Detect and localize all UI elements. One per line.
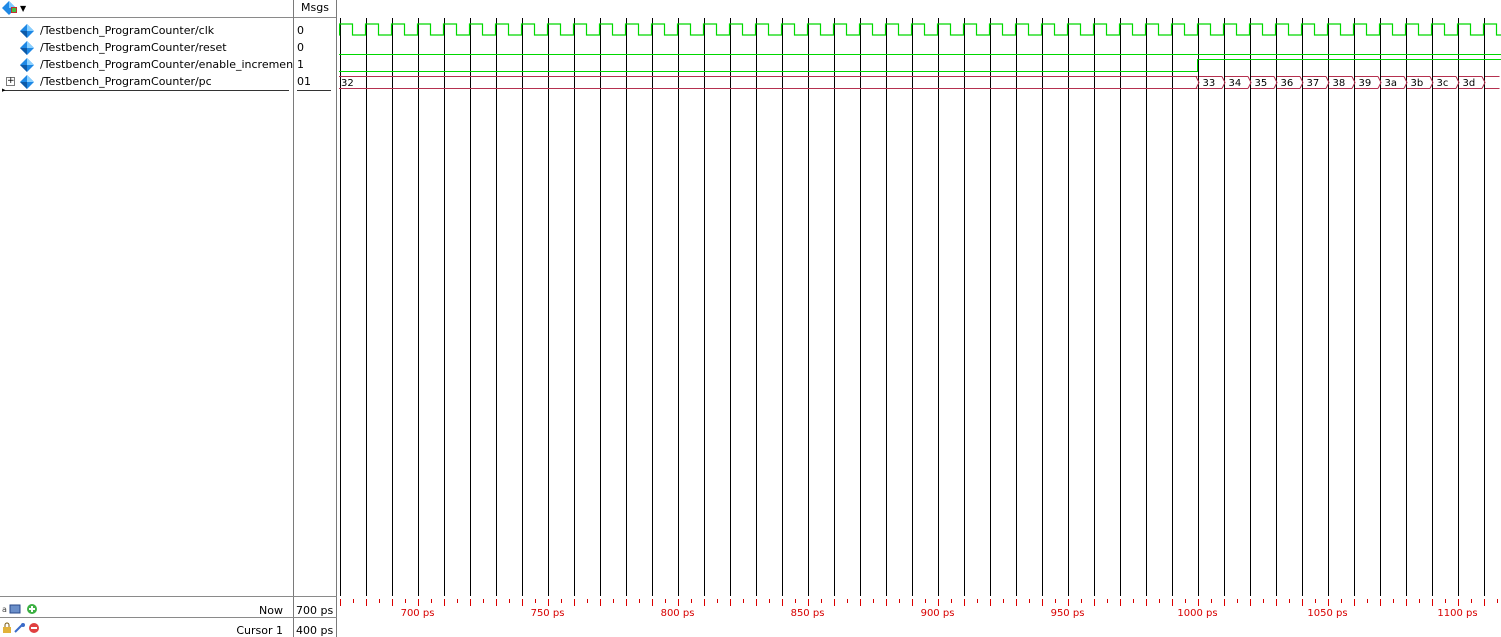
signal-names-pane: ▼ /Testbench_ProgramCounter/clk/Testbenc… xyxy=(0,0,297,637)
signal-diamond-icon xyxy=(20,24,34,41)
msgs-header-line xyxy=(294,17,336,18)
names-msgs-divider[interactable] xyxy=(293,0,294,637)
pc-bus-transition xyxy=(1273,76,1278,89)
timeline-label: 700 ps xyxy=(401,608,435,619)
pc-bus-value: 33 xyxy=(1203,78,1216,89)
signal-row[interactable]: + /Testbench_ProgramCounter/pc xyxy=(0,73,293,90)
pc-bus-value: 35 xyxy=(1255,78,1268,89)
signal-name[interactable]: /Testbench_ProgramCounter/clk xyxy=(40,24,215,37)
timeline-label: 900 ps xyxy=(921,608,955,619)
waveform-menu-icon[interactable] xyxy=(2,1,18,18)
values-pane: Msgs 0 0 1 01 700 ps 400 ps xyxy=(294,0,336,637)
msgs-header: Msgs xyxy=(301,1,329,14)
pc-bus-transition xyxy=(1455,76,1460,89)
pc-bus-transition xyxy=(1429,76,1434,89)
cursor-value: 400 ps xyxy=(296,624,334,637)
now-value: 700 ps xyxy=(296,604,334,617)
signal-value: 01 xyxy=(297,75,311,88)
signal-diamond-icon xyxy=(20,75,34,92)
timeline-label: 950 ps xyxy=(1051,608,1085,619)
pc-bus-transition xyxy=(1299,76,1304,89)
add-wave-icons[interactable]: a xyxy=(2,603,38,618)
pc-bus-transition xyxy=(1195,76,1200,89)
pc-bus-value: 3b xyxy=(1411,78,1424,89)
pc-bus-transition xyxy=(1221,76,1226,89)
signal-value: 0 xyxy=(297,41,304,54)
pc-bus-transition xyxy=(1351,76,1356,89)
signal-row[interactable]: /Testbench_ProgramCounter/clk xyxy=(0,22,293,39)
chevron-down-icon[interactable]: ▼ xyxy=(20,4,27,13)
now-label: Now xyxy=(259,604,283,617)
timeline-label: 750 ps xyxy=(531,608,565,619)
expand-icon[interactable]: + xyxy=(6,76,15,86)
timeline-label: 800 ps xyxy=(661,608,695,619)
pc-bus-value: 3c xyxy=(1437,78,1449,89)
signal-name[interactable]: /Testbench_ProgramCounter/pc xyxy=(40,75,212,88)
signal-value: 1 xyxy=(297,58,304,71)
signal-row[interactable]: /Testbench_ProgramCounter/enable_increme… xyxy=(0,56,297,75)
pc-bus-value: 36 xyxy=(1281,78,1294,89)
wave-toolbar: ▼ xyxy=(0,0,293,17)
pc-bus-value: 34 xyxy=(1229,78,1242,89)
signal-name[interactable]: /Testbench_ProgramCounter/reset xyxy=(40,41,227,54)
pc-bus-value: 38 xyxy=(1333,78,1346,89)
svg-text:a: a xyxy=(2,605,7,614)
values-list-end-line xyxy=(297,90,331,91)
enable-increment-wave xyxy=(339,59,1501,72)
msgs-wave-divider[interactable] xyxy=(336,0,337,637)
pc-bus-value: 3d xyxy=(1463,78,1476,89)
pc-bus-value: 37 xyxy=(1307,78,1320,89)
timeline-label: 1000 ps xyxy=(1177,608,1217,619)
pc-bus-transition xyxy=(1377,76,1382,89)
cursor-control-icons[interactable] xyxy=(2,622,42,637)
signal-name[interactable]: /Testbench_ProgramCounter/enable_increme… xyxy=(40,58,298,71)
insertion-marker-icon: ▸ xyxy=(2,86,6,94)
pc-bus-transition xyxy=(1247,76,1252,89)
pc-bus-transition xyxy=(1403,76,1408,89)
pc-bus-transition xyxy=(1481,76,1486,89)
signal-diamond-icon xyxy=(20,58,34,75)
pc-bus-transition xyxy=(1325,76,1330,89)
signal-diamond-icon xyxy=(20,41,34,58)
signal-row[interactable]: /Testbench_ProgramCounter/reset xyxy=(0,39,293,56)
waveform-canvas[interactable]: 32 33 34 35 36 37 38 39 3a 3b 3c 3d 700 ps 750 ps 800 … xyxy=(337,0,1501,637)
timeline-label: 850 ps xyxy=(791,608,825,619)
timeline-label: 1050 ps xyxy=(1307,608,1347,619)
names-header-line xyxy=(0,17,293,18)
pc-bus-value: 3a xyxy=(1385,78,1398,89)
clk-wave xyxy=(339,23,1501,36)
signal-value: 0 xyxy=(297,24,304,37)
signal-list-end-line xyxy=(3,90,289,91)
waveform-pane[interactable]: 32 33 34 35 36 37 38 39 3a 3b 3c 3d 700 ps 750 ps 800 … xyxy=(337,0,1501,637)
timeline-label: 1100 ps xyxy=(1437,608,1477,619)
cursor-label[interactable]: Cursor 1 xyxy=(236,624,283,637)
pc-bus-value: 32 xyxy=(341,78,354,89)
pc-bus-value: 39 xyxy=(1359,78,1372,89)
